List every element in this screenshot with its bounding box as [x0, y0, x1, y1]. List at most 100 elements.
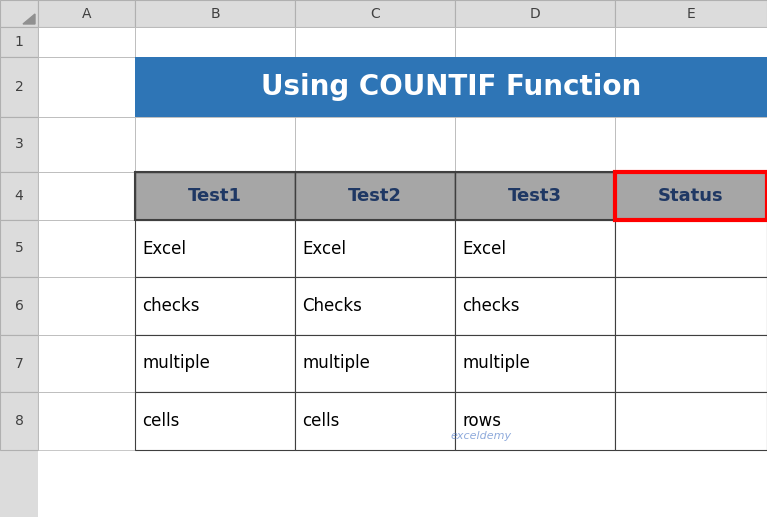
Bar: [135, 392, 295, 450]
Bar: [615, 27, 767, 57]
Bar: [135, 335, 295, 392]
Text: checks: checks: [462, 297, 519, 315]
Text: exceldemy: exceldemy: [450, 431, 512, 441]
Bar: [455, 335, 615, 392]
Text: 4: 4: [15, 189, 23, 203]
Text: D: D: [530, 7, 541, 21]
Text: 5: 5: [15, 241, 23, 255]
Bar: [615, 172, 767, 220]
Bar: [455, 220, 615, 277]
Bar: [135, 0, 295, 27]
Bar: [615, 117, 767, 172]
Bar: [295, 172, 455, 220]
Bar: [455, 0, 615, 27]
Text: A: A: [82, 7, 91, 21]
Bar: [0, 57, 38, 117]
Text: Checks: Checks: [302, 297, 362, 315]
Bar: [38, 220, 135, 277]
Bar: [615, 335, 767, 392]
Bar: [38, 172, 135, 220]
Bar: [38, 0, 135, 27]
Bar: [38, 392, 135, 450]
Bar: [455, 57, 615, 117]
Bar: [135, 392, 295, 450]
Bar: [135, 172, 767, 220]
Bar: [0, 172, 38, 220]
Text: 3: 3: [15, 138, 23, 151]
Bar: [135, 57, 767, 117]
Bar: [295, 335, 455, 392]
Bar: [615, 277, 767, 335]
Text: E: E: [686, 7, 696, 21]
Bar: [455, 335, 615, 392]
Bar: [135, 220, 295, 277]
Bar: [295, 220, 455, 277]
Bar: [615, 220, 767, 277]
Bar: [135, 172, 295, 220]
Text: 7: 7: [15, 357, 23, 371]
Bar: [295, 277, 455, 335]
Text: Test1: Test1: [188, 187, 242, 205]
Bar: [0, 392, 38, 450]
Bar: [455, 392, 615, 450]
Bar: [0, 335, 38, 392]
Bar: [455, 172, 615, 220]
Bar: [38, 117, 135, 172]
Text: multiple: multiple: [302, 355, 370, 373]
Text: Test2: Test2: [348, 187, 402, 205]
Bar: [295, 392, 455, 450]
Bar: [38, 57, 135, 117]
Bar: [295, 0, 455, 27]
Bar: [455, 277, 615, 335]
Bar: [455, 27, 615, 57]
Text: Status: Status: [658, 187, 724, 205]
Text: 8: 8: [15, 414, 24, 428]
Bar: [38, 27, 135, 57]
Text: Test3: Test3: [508, 187, 562, 205]
Bar: [615, 392, 767, 450]
Text: cells: cells: [142, 412, 179, 430]
Bar: [615, 392, 767, 450]
Bar: [0, 27, 38, 57]
Bar: [135, 335, 295, 392]
Bar: [135, 277, 295, 335]
Bar: [615, 0, 767, 27]
Text: Excel: Excel: [142, 239, 186, 257]
Bar: [295, 220, 455, 277]
Text: Using COUNTIF Function: Using COUNTIF Function: [261, 73, 641, 101]
Bar: [295, 117, 455, 172]
Bar: [615, 172, 767, 220]
Bar: [0, 220, 38, 277]
Bar: [295, 277, 455, 335]
Text: Excel: Excel: [302, 239, 346, 257]
Bar: [0, 0, 38, 27]
Text: cells: cells: [302, 412, 339, 430]
Text: multiple: multiple: [462, 355, 530, 373]
Text: C: C: [370, 7, 380, 21]
Bar: [135, 27, 295, 57]
Text: rows: rows: [462, 412, 501, 430]
Bar: [615, 220, 767, 277]
Bar: [295, 392, 455, 450]
Bar: [455, 117, 615, 172]
Text: multiple: multiple: [142, 355, 210, 373]
Text: 6: 6: [15, 299, 24, 313]
Text: B: B: [210, 7, 220, 21]
Bar: [0, 117, 38, 172]
Bar: [295, 57, 455, 117]
Bar: [38, 277, 135, 335]
Bar: [455, 220, 615, 277]
Text: 2: 2: [15, 80, 23, 94]
Bar: [455, 172, 615, 220]
Bar: [135, 277, 295, 335]
Bar: [295, 27, 455, 57]
Bar: [0, 277, 38, 335]
Bar: [135, 220, 295, 277]
Bar: [135, 57, 295, 117]
Bar: [615, 172, 767, 220]
Bar: [455, 392, 615, 450]
Text: 1: 1: [15, 35, 24, 49]
Bar: [135, 117, 295, 172]
Bar: [295, 335, 455, 392]
Polygon shape: [23, 14, 35, 24]
